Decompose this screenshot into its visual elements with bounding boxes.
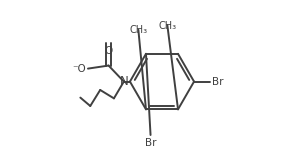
Text: Br: Br bbox=[212, 77, 224, 87]
Text: CH₃: CH₃ bbox=[129, 25, 148, 35]
Text: O: O bbox=[104, 47, 113, 57]
Text: N: N bbox=[119, 75, 128, 88]
Text: ⁻O: ⁻O bbox=[73, 64, 86, 74]
Text: Br: Br bbox=[145, 138, 156, 148]
Text: CH₃: CH₃ bbox=[158, 20, 176, 30]
